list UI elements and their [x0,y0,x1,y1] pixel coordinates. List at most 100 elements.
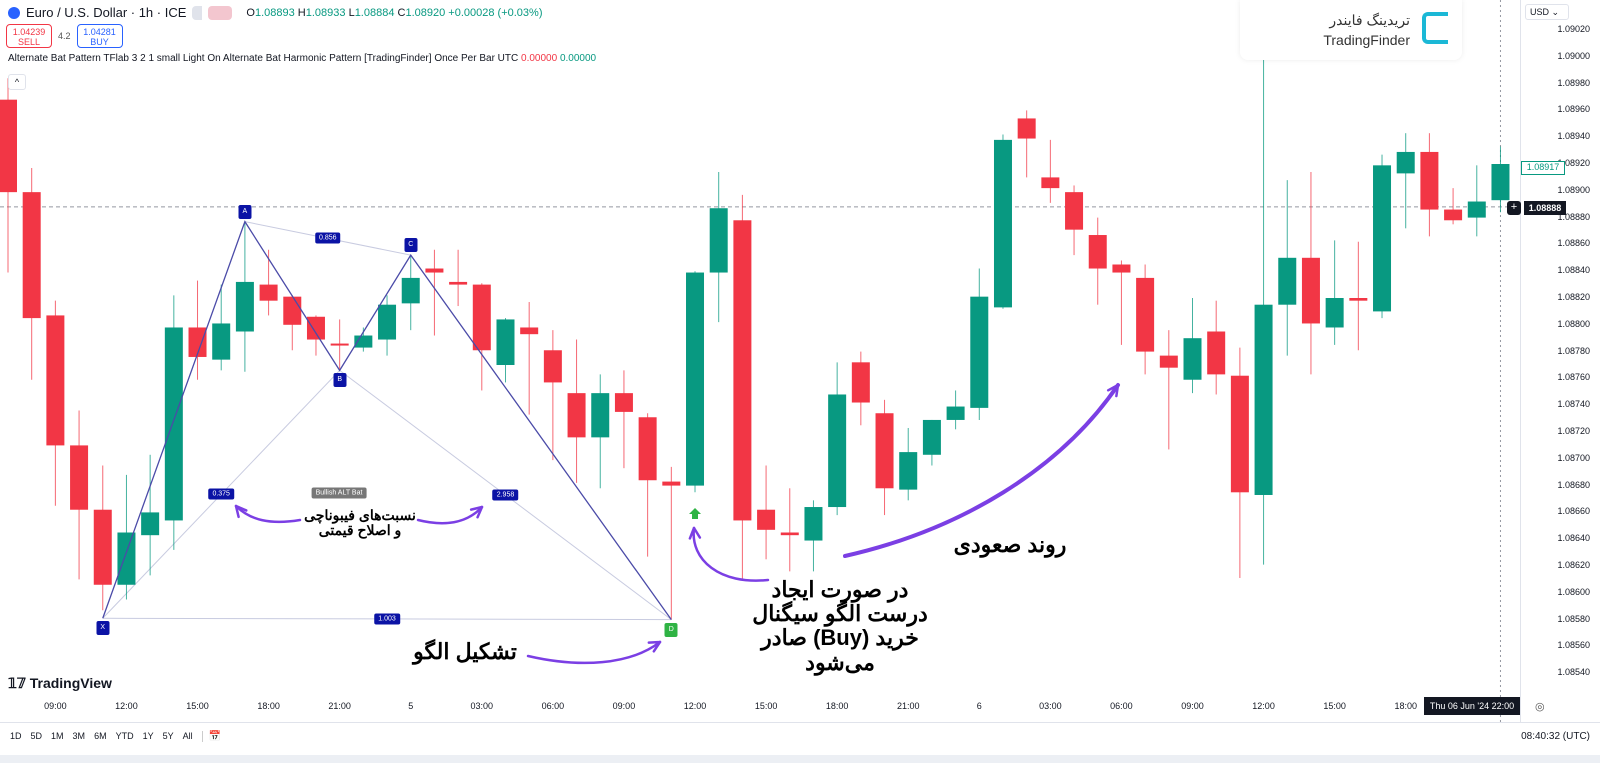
arrowhead-icon [1106,383,1120,398]
price-tick: 1.08960 [1557,104,1590,115]
candle-body [93,509,112,585]
time-tick: 18:00 [257,701,280,711]
candle-body [22,192,41,319]
currency-select[interactable]: USD ⌄ [1525,4,1569,20]
range-button-1m[interactable]: 1M [51,731,64,741]
time-tick: 09:00 [44,701,67,711]
chevron-up-icon[interactable]: ^ [8,74,26,90]
calendar-icon[interactable]: 📅 [201,731,221,742]
candle-body [378,304,397,340]
candle-body [164,327,183,521]
logo-mark-icon [1422,12,1448,44]
candle-body [804,507,823,541]
candle-body [1017,118,1036,139]
candle-body [922,419,941,455]
range-button-3m[interactable]: 3M [72,731,86,741]
utc-clock[interactable]: 08:40:32 (UTC) [1521,731,1590,742]
plus-icon[interactable]: + [1507,201,1521,215]
eye-icon[interactable]: ◎ [1535,701,1545,713]
arrowhead-icon [234,504,248,519]
spread: 4.2 [58,31,71,41]
time-tick: 5 [408,701,414,711]
last-price-tag: 1.08917 [1521,161,1565,175]
candle-body [614,393,633,412]
range-button-6m[interactable]: 6M [94,731,107,741]
price-tick: 1.08800 [1557,318,1590,329]
time-tick: 21:00 [896,701,920,711]
price-tick: 1.08540 [1557,667,1590,678]
candle-body [520,327,539,335]
candle-body [1301,257,1320,324]
range-button-1d[interactable]: 1D [10,731,22,741]
ratio-xb: 0.375 [208,488,234,500]
candle-body [899,452,918,490]
annotation-formation: تشکیل الگو [413,639,517,664]
time-tick: 09:00 [1181,701,1204,711]
time-tick: 06:00 [1110,701,1133,711]
collapse-toggle[interactable] [192,5,203,20]
range-button-all[interactable]: All [182,731,193,741]
time-tick: 15:00 [754,701,778,711]
candle-body [1373,165,1392,312]
range-button-5y[interactable]: 5Y [162,731,174,741]
arrow-uptrend [843,383,1120,558]
annotation-signal: در صورت ایجاد درست الگو سیگنال خرید (Buy… [752,577,928,675]
time-tick: 6 [976,701,982,711]
price-tick: 1.08900 [1557,184,1590,195]
candle-body [1183,338,1202,380]
price-tick: 1.08680 [1557,479,1590,490]
price-tick: 1.08740 [1557,399,1590,410]
candle-body [686,272,705,486]
candle-body [1207,331,1226,375]
price-axis[interactable]: USD ⌄ 1.09020 1.09000 1.08980 1.08960 1.0894… [1520,0,1600,722]
range-button-ytd[interactable]: YTD [115,731,134,741]
price-tick: 1.08820 [1557,292,1590,302]
alerts-toggle[interactable] [208,5,233,20]
candle-body [1065,192,1084,230]
candle-body [1396,151,1415,174]
candle-body [946,406,965,420]
range-button-1y[interactable]: 1Y [142,731,154,741]
time-tick: 18:00 [825,701,849,711]
candle-body [1136,277,1155,352]
symbol-icon [8,6,20,19]
time-tick: 06:00 [541,701,565,711]
buy-button[interactable]: 1.04281 BUY [76,24,123,48]
candle-body [283,296,302,325]
price-tick: 1.08700 [1557,452,1590,463]
price-tick: 1.08880 [1557,211,1590,222]
candle-body [259,284,278,301]
ratio-xd: 1.003 [374,613,400,625]
candle-body [212,323,231,360]
time-tick: 18:00 [1394,701,1417,711]
pattern-zigzag [102,220,672,620]
candle-body [1230,375,1249,493]
candle-body [567,393,586,438]
indicator-legend[interactable]: Alternate Bat Pattern TFlab 3 2 1 small … [8,53,597,64]
candle-body [1420,151,1439,210]
candle-body [1159,355,1178,368]
time-tick: 15:00 [186,701,209,711]
sell-button[interactable]: 1.04239 SELL [6,24,52,48]
symbol-title[interactable]: Euro / U.S. Dollar · 1h · ICE [26,5,187,20]
candle-body [1041,177,1060,189]
candle-body [1112,264,1131,273]
price-tick: 1.08940 [1557,131,1590,142]
candle-body [330,343,349,346]
time-tick: 15:00 [1323,701,1346,711]
tradingview-logo[interactable]: 𝟙𝟟 TradingView [8,675,112,691]
tradingview-icon: 𝟙𝟟 [8,675,26,691]
price-tick: 1.08580 [1557,613,1590,624]
candle-body [733,220,752,521]
price-chart[interactable] [0,0,1520,722]
time-tick: 21:00 [328,701,351,711]
arrowhead-icon [647,640,662,653]
candle-body [141,512,160,536]
candle-body [1349,298,1368,301]
price-tick: 1.08560 [1557,640,1590,651]
pattern-point-d: D [664,622,678,637]
price-tick: 1.08760 [1557,372,1590,383]
range-button-5d[interactable]: 5D [30,731,43,741]
candle-body [117,532,136,585]
candle-body [401,277,420,304]
